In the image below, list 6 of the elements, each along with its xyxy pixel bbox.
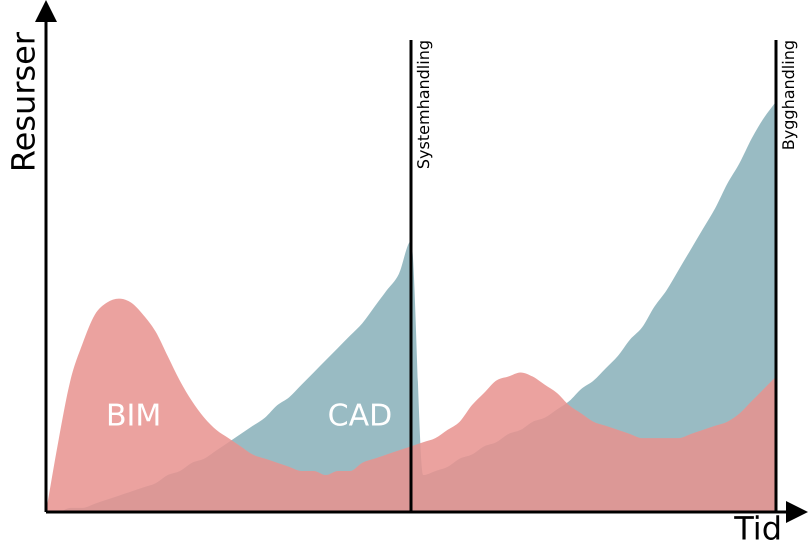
annotation: Systemhandling <box>414 40 434 170</box>
x-axis-title: Tid <box>733 509 782 548</box>
series-label: BIM <box>106 398 162 434</box>
series-label: CAD <box>328 398 392 434</box>
y-axis-title: Resurser <box>4 31 42 172</box>
annotation: Bygghandling <box>779 40 798 150</box>
